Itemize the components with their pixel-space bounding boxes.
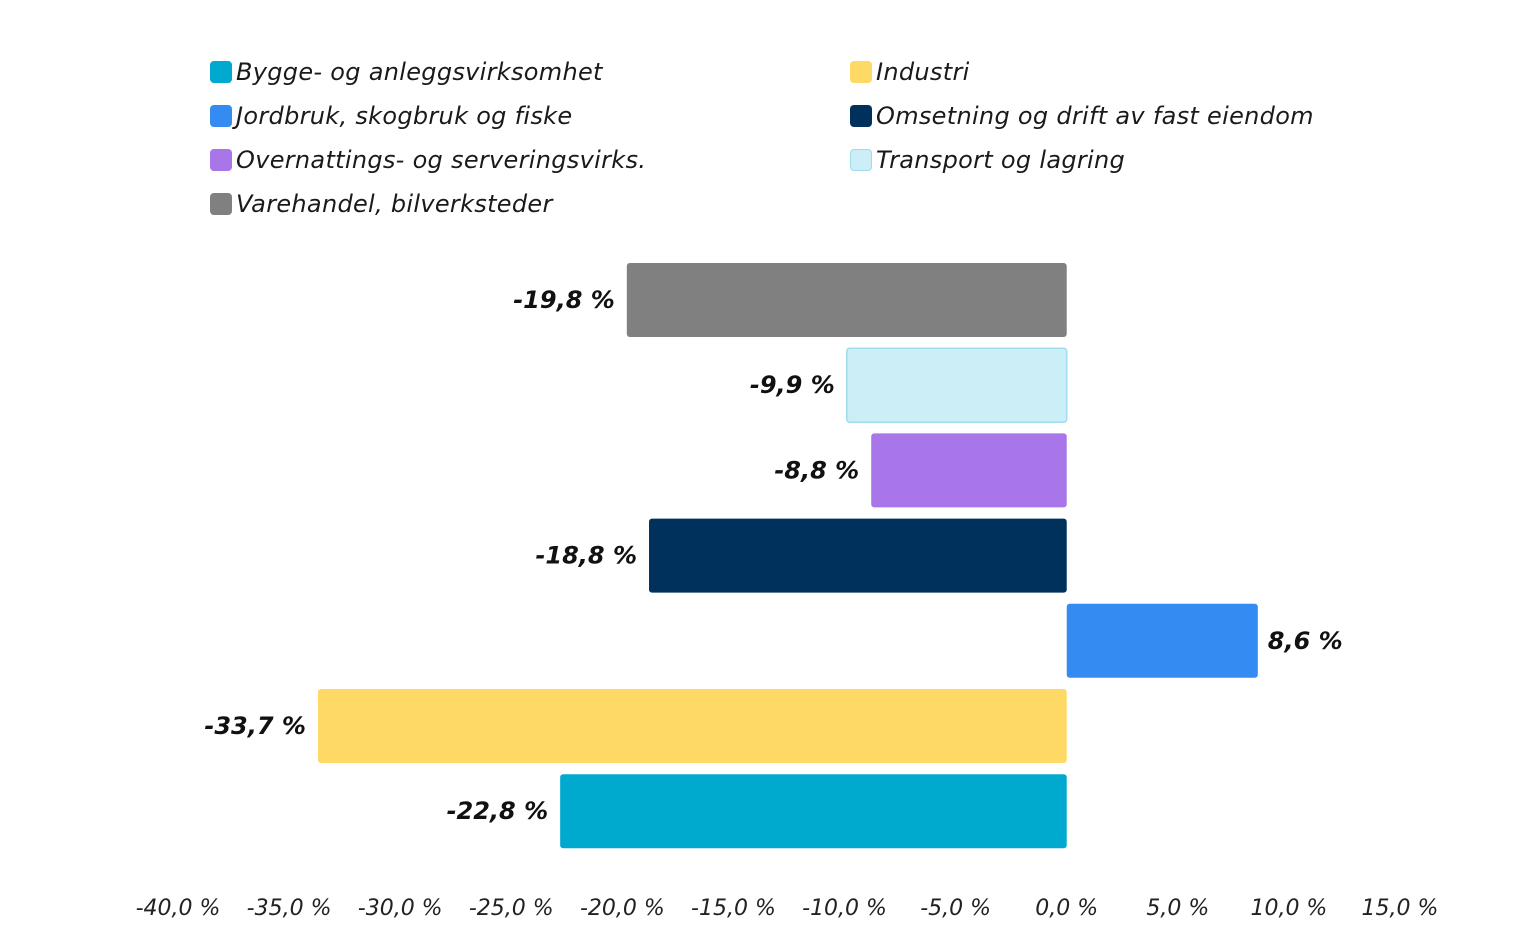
legend-label: Bygge- og anleggsvirksomhet [236, 58, 603, 86]
legend-item-overnatting: Overnattings- og serveringsvirks. [210, 144, 646, 176]
legend-swatch [850, 149, 872, 171]
legend-label: Industri [876, 58, 970, 86]
x-tick-label: 10,0 % [1250, 896, 1327, 921]
x-tick-label: 0,0 % [1035, 896, 1098, 921]
legend-item-industri: Industri [850, 56, 970, 88]
legend-label: Varehandel, bilverksteder [236, 190, 553, 218]
legend-swatch [210, 105, 232, 127]
legend-item-transport: Transport og lagring [850, 144, 1125, 176]
x-tick-label: -30,0 % [358, 896, 443, 921]
bar-data-label: 8,6 % [1268, 627, 1343, 655]
bar-5 [317, 689, 1067, 763]
x-tick-label: 5,0 % [1146, 896, 1209, 921]
legend-swatch [850, 61, 872, 83]
legend-item-bygge: Bygge- og anleggsvirksomhet [210, 56, 603, 88]
x-tick-label: -15,0 % [691, 896, 776, 921]
bar-data-label: -9,9 % [750, 371, 835, 399]
x-tick-label: -5,0 % [920, 896, 991, 921]
legend-label: Jordbruk, skogbruk og fiske [236, 102, 573, 130]
legend-label: Omsetning og drift av fast eiendom [876, 102, 1314, 130]
x-tick-label: -10,0 % [802, 896, 887, 921]
x-tick-label: -35,0 % [247, 896, 332, 921]
bar-data-label: -8,8 % [774, 456, 859, 484]
legend-item-varehandel: Varehandel, bilverksteder [210, 188, 553, 220]
bar-2 [871, 433, 1067, 508]
bar-data-label: -18,8 % [535, 542, 637, 570]
bar-0 [626, 263, 1067, 337]
bar-1 [846, 347, 1068, 423]
bar-data-label: -22,8 % [447, 797, 549, 825]
legend-item-jordbruk: Jordbruk, skogbruk og fiske [210, 100, 572, 132]
legend-label: Transport og lagring [876, 146, 1126, 174]
bar-4 [1066, 603, 1258, 678]
x-tick-label: 15,0 % [1362, 896, 1439, 921]
x-tick-label: -20,0 % [580, 896, 665, 921]
legend-swatch [210, 149, 232, 171]
x-tick-label: -25,0 % [469, 896, 554, 921]
bar-6 [560, 774, 1067, 849]
legend-item-omsetning: Omsetning og drift av fast eiendom [850, 100, 1314, 132]
x-tick-label: -40,0 % [136, 896, 221, 921]
legend-swatch [210, 61, 232, 83]
bar-3 [649, 518, 1067, 593]
bar-data-label: -19,8 % [513, 286, 615, 314]
bar-data-label: -33,7 % [204, 712, 306, 740]
legend-swatch [850, 105, 872, 127]
legend-swatch [210, 193, 232, 215]
legend-label: Overnattings- og serveringsvirks. [236, 146, 647, 174]
